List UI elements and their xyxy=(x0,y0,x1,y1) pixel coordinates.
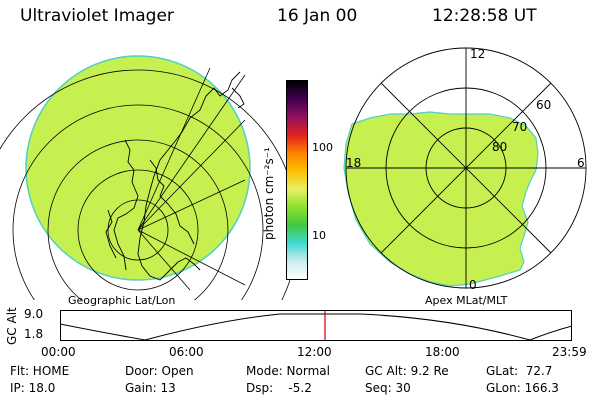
status-mode: Mode: Normal xyxy=(246,364,330,378)
time-tick-1200: 12:00 xyxy=(297,345,332,359)
time-tick-0600: 06:00 xyxy=(169,345,204,359)
mlat-label-60: 60 xyxy=(536,98,552,112)
geo-meridian xyxy=(137,229,191,291)
geo-meridian xyxy=(137,67,211,231)
coastline xyxy=(149,159,195,245)
status-flt: Flt: HOME xyxy=(10,364,70,378)
geo-lat-circle xyxy=(107,199,169,261)
geo-meridian xyxy=(137,179,246,231)
geo-meridian xyxy=(137,119,246,231)
geo-meridian xyxy=(137,74,246,231)
coastline xyxy=(105,209,117,259)
geo-meridian xyxy=(137,229,246,286)
aurora-disk-geo xyxy=(25,55,251,281)
altitude-orbit-curve xyxy=(60,313,572,341)
status-glat: GLat: 72.7 xyxy=(486,364,553,378)
altitude-plot-ylabel: GC Alt xyxy=(5,307,19,345)
altitude-ytick-high: 9.0 xyxy=(24,307,44,321)
apex-panel-caption: Apex MLat/MLT xyxy=(425,294,508,307)
apex-image xyxy=(343,47,587,289)
geo-lat-circle xyxy=(47,139,229,300)
mlt-label-12: 12 xyxy=(470,47,486,61)
colorbar-unit-text: photon cm⁻²s⁻¹ xyxy=(262,147,276,240)
colorbar xyxy=(286,80,308,280)
geo-panel-caption: Geographic Lat/Lon xyxy=(68,294,176,307)
status-gain: Gain: 13 xyxy=(125,381,176,395)
geo-lat-circle xyxy=(0,69,290,300)
status-seq: Seq: 30 xyxy=(365,381,411,395)
geographic-image xyxy=(0,55,290,300)
time-tick-0000: 00:00 xyxy=(41,345,76,359)
time-label: 12:28:58 UT xyxy=(432,6,537,26)
mlat-label-70: 70 xyxy=(512,120,528,134)
coastline xyxy=(137,71,241,281)
altitude-plot xyxy=(60,310,572,341)
mlt-label-18: 18 xyxy=(346,156,362,170)
status-glon: GLon: 166.3 xyxy=(486,381,559,395)
date-label: 16 Jan 00 xyxy=(277,6,358,26)
colorbar-unit-label: photon cm⁻²s⁻¹ xyxy=(262,147,276,240)
status-gc-alt: GC Alt: 9.2 Re xyxy=(365,364,449,378)
geo-lat-circle xyxy=(77,169,199,291)
geo-lat-circle xyxy=(12,104,264,300)
status-ip: IP: 18.0 xyxy=(10,381,56,395)
altitude-ylabel-text: GC Alt xyxy=(5,307,19,345)
colorbar-tick-100: 100 xyxy=(312,141,333,154)
status-dsp: Dsp: -5.2 xyxy=(246,381,312,395)
app-title: Ultraviolet Imager xyxy=(20,6,174,26)
coastline xyxy=(113,139,139,271)
mlt-label-0: 0 xyxy=(469,278,477,292)
apex-mlt-line-diag xyxy=(380,82,552,254)
mlt-label-6: 6 xyxy=(577,156,585,170)
mlat-label-80: 80 xyxy=(492,140,508,154)
status-door: Door: Open xyxy=(125,364,194,378)
altitude-ytick-low: 1.8 xyxy=(24,327,44,341)
time-tick-2359: 23:59 xyxy=(552,345,587,359)
colorbar-tick-10: 10 xyxy=(312,229,326,242)
time-tick-1800: 18:00 xyxy=(425,345,460,359)
coastline xyxy=(231,87,245,109)
altitude-plot-frame xyxy=(60,310,572,341)
